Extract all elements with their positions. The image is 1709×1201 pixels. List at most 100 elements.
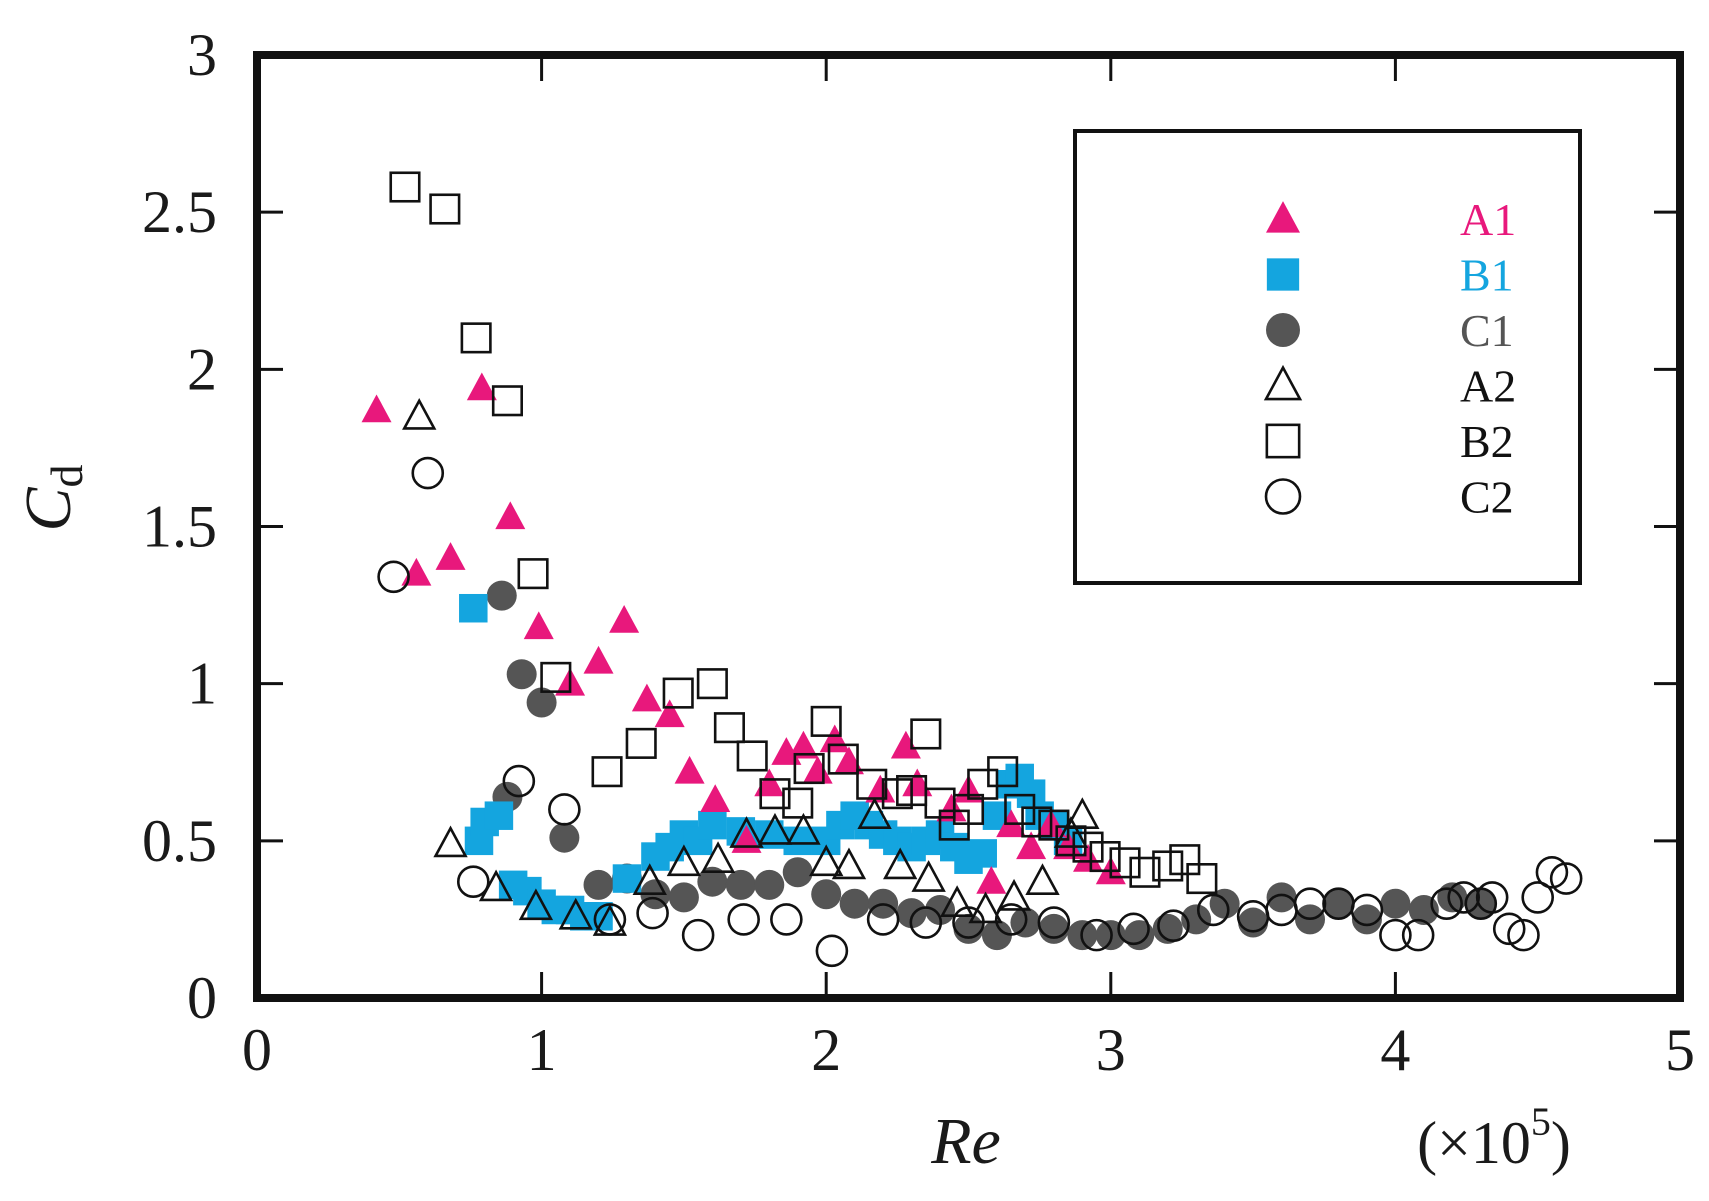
point-c2 (909, 906, 943, 939)
point-c2 (1507, 918, 1540, 952)
point-b2 (782, 787, 814, 819)
legend-label-a2: A2 (1460, 361, 1516, 412)
y-axis-title-main: C (12, 487, 85, 532)
point-c1 (782, 857, 813, 888)
point-c1 (1380, 888, 1411, 919)
point-b2 (491, 385, 523, 417)
point-a1 (435, 542, 466, 570)
point-b2 (1129, 856, 1161, 888)
point-c2 (1492, 912, 1526, 946)
point-c2 (1521, 881, 1554, 914)
point-c2 (727, 903, 760, 936)
point-a1 (609, 605, 640, 633)
point-a2 (666, 844, 702, 877)
x-tick-label: 2 (811, 1017, 841, 1083)
series-B2 (389, 171, 1218, 895)
point-a1 (466, 372, 497, 401)
point-c1 (1323, 888, 1354, 919)
point-a2 (968, 891, 1003, 924)
series-C2 (377, 456, 1583, 968)
x-tick-label: 3 (1096, 1017, 1126, 1083)
point-c2 (1350, 893, 1384, 927)
legend-marker-b2 (1265, 423, 1301, 459)
point-c2 (636, 896, 669, 930)
point-c1 (839, 888, 870, 919)
legend-label-c1: C1 (1460, 305, 1514, 356)
point-c1 (953, 913, 984, 944)
point-a1 (361, 394, 392, 423)
point-b2 (810, 705, 842, 737)
point-c1 (506, 659, 537, 690)
point-c2 (681, 918, 715, 952)
point-a1 (674, 755, 705, 784)
point-c1 (1351, 904, 1382, 935)
point-a1 (802, 755, 833, 784)
legend-label-b1: B1 (1460, 250, 1514, 301)
point-c1 (811, 879, 842, 910)
point-a1 (936, 793, 967, 822)
point-c1 (725, 869, 756, 900)
legend-marker-a1 (1266, 201, 1300, 233)
point-b2 (793, 752, 825, 785)
point-b2 (713, 712, 745, 744)
point-c2 (456, 865, 490, 898)
point-a1 (902, 768, 933, 797)
point-b2 (987, 756, 1019, 788)
point-a2 (883, 847, 918, 880)
point-c2 (502, 764, 536, 798)
legend-marker-a2 (1263, 364, 1303, 401)
point-b2 (696, 668, 728, 700)
point-a2 (939, 885, 975, 918)
y-tick-label: 0 (187, 965, 217, 1031)
point-c2 (1379, 918, 1412, 952)
y-tick-label: 1 (187, 651, 217, 717)
legend-label-a1: A1 (1460, 194, 1516, 245)
point-c1 (697, 866, 728, 897)
point-b2 (1152, 850, 1184, 882)
point-b2 (662, 677, 694, 709)
point-a1 (700, 784, 731, 812)
point-c2 (1293, 887, 1327, 921)
point-b2 (1089, 840, 1121, 873)
legend-marker-c1 (1266, 313, 1300, 347)
point-a2 (1053, 816, 1089, 848)
point-b2 (517, 558, 549, 590)
point-c2 (411, 456, 445, 490)
point-c2 (1475, 881, 1509, 914)
point-c2 (1535, 855, 1569, 889)
point-a2 (831, 847, 867, 880)
point-c1 (549, 822, 580, 853)
point-a1 (1073, 843, 1104, 872)
x-tick-label: 1 (527, 1017, 557, 1083)
point-a1 (631, 683, 662, 712)
point-a1 (495, 501, 526, 530)
point-c1 (896, 898, 927, 929)
point-a1 (865, 774, 896, 803)
point-b2 (591, 756, 623, 788)
legend-label-c2: C2 (1460, 472, 1514, 523)
point-b2 (540, 661, 572, 693)
point-b2 (827, 743, 859, 775)
point-a2 (757, 812, 793, 845)
point-c1 (668, 882, 699, 913)
point-a1 (1016, 831, 1047, 860)
point-a2 (558, 897, 593, 930)
point-b2 (1004, 793, 1036, 825)
x-scale-prefix: (×10 (1417, 1110, 1531, 1176)
y-tick-label: 2 (187, 336, 217, 402)
x-tick-labels: 0 1 2 3 4 5 (242, 1017, 1695, 1083)
point-c2 (1401, 918, 1435, 952)
point-b2 (736, 740, 768, 772)
point-c1 (526, 687, 557, 718)
point-b2 (389, 171, 421, 203)
point-c2 (1117, 912, 1150, 946)
point-b2 (1109, 847, 1141, 879)
point-b2 (1021, 806, 1053, 838)
point-a2 (433, 825, 468, 858)
point-c2 (994, 903, 1028, 936)
point-b1 (484, 801, 514, 830)
point-c2 (1037, 906, 1071, 939)
point-a2 (911, 860, 946, 892)
point-c2 (1157, 909, 1190, 943)
point-a1 (754, 768, 785, 797)
